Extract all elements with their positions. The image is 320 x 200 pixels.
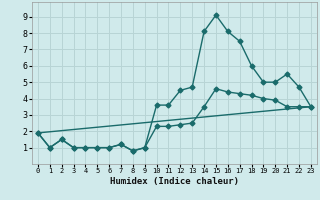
X-axis label: Humidex (Indice chaleur): Humidex (Indice chaleur) [110,177,239,186]
